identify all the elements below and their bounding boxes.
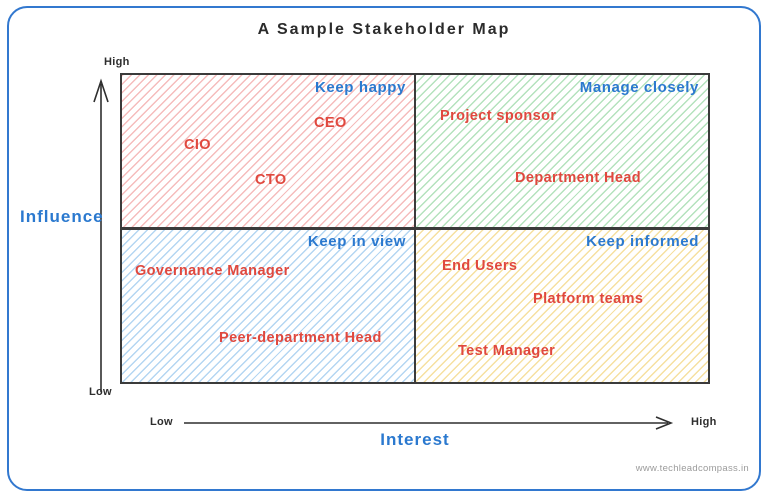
y-axis-low-label: Low <box>89 386 112 398</box>
stakeholder-item: CEO <box>314 115 347 131</box>
stakeholder-item: End Users <box>442 257 518 274</box>
grid-horizontal-divider <box>122 227 708 230</box>
x-axis-title: Interest <box>380 430 450 449</box>
quadrant-grid: Keep happy CIO CEO CTO Manage closely Pr… <box>120 73 710 384</box>
stakeholder-item: CIO <box>184 137 211 153</box>
quadrant-strategy-label: Keep happy <box>314 79 406 96</box>
quadrant-strategy-label: Keep informed <box>586 232 699 250</box>
quadrant-strategy-label: Keep in view <box>307 232 406 250</box>
stakeholder-item: Test Manager <box>458 342 556 359</box>
stakeholder-item: Project sponsor <box>440 108 557 124</box>
y-axis-title: Influence <box>20 207 104 226</box>
quadrant-keep-informed: Keep informed End Users Platform teams T… <box>415 228 708 382</box>
watermark: www.techleadcompass.in <box>635 463 749 474</box>
y-axis-high-label: High <box>104 56 130 68</box>
quadrant-keep-happy: Keep happy CIO CEO CTO <box>122 75 415 229</box>
stakeholder-item: Platform teams <box>533 290 644 307</box>
stakeholder-item: Governance Manager <box>135 262 290 279</box>
stakeholder-item: CTO <box>255 172 287 188</box>
x-axis-high-label: High <box>691 416 717 428</box>
page-title: A Sample Stakeholder Map <box>257 21 511 38</box>
x-axis-arrow-icon <box>184 416 674 430</box>
y-axis-arrow-icon <box>93 78 109 392</box>
quadrant-strategy-label: Manage closely <box>579 79 699 96</box>
stakeholder-item: Peer-department Head <box>219 329 382 346</box>
x-axis-low-label: Low <box>150 416 173 428</box>
stakeholder-item: Department Head <box>515 170 642 186</box>
quadrant-keep-in-view: Keep in view Governance Manager Peer-dep… <box>122 228 415 382</box>
quadrant-manage-closely: Manage closely Project sponsor Departmen… <box>415 75 708 229</box>
